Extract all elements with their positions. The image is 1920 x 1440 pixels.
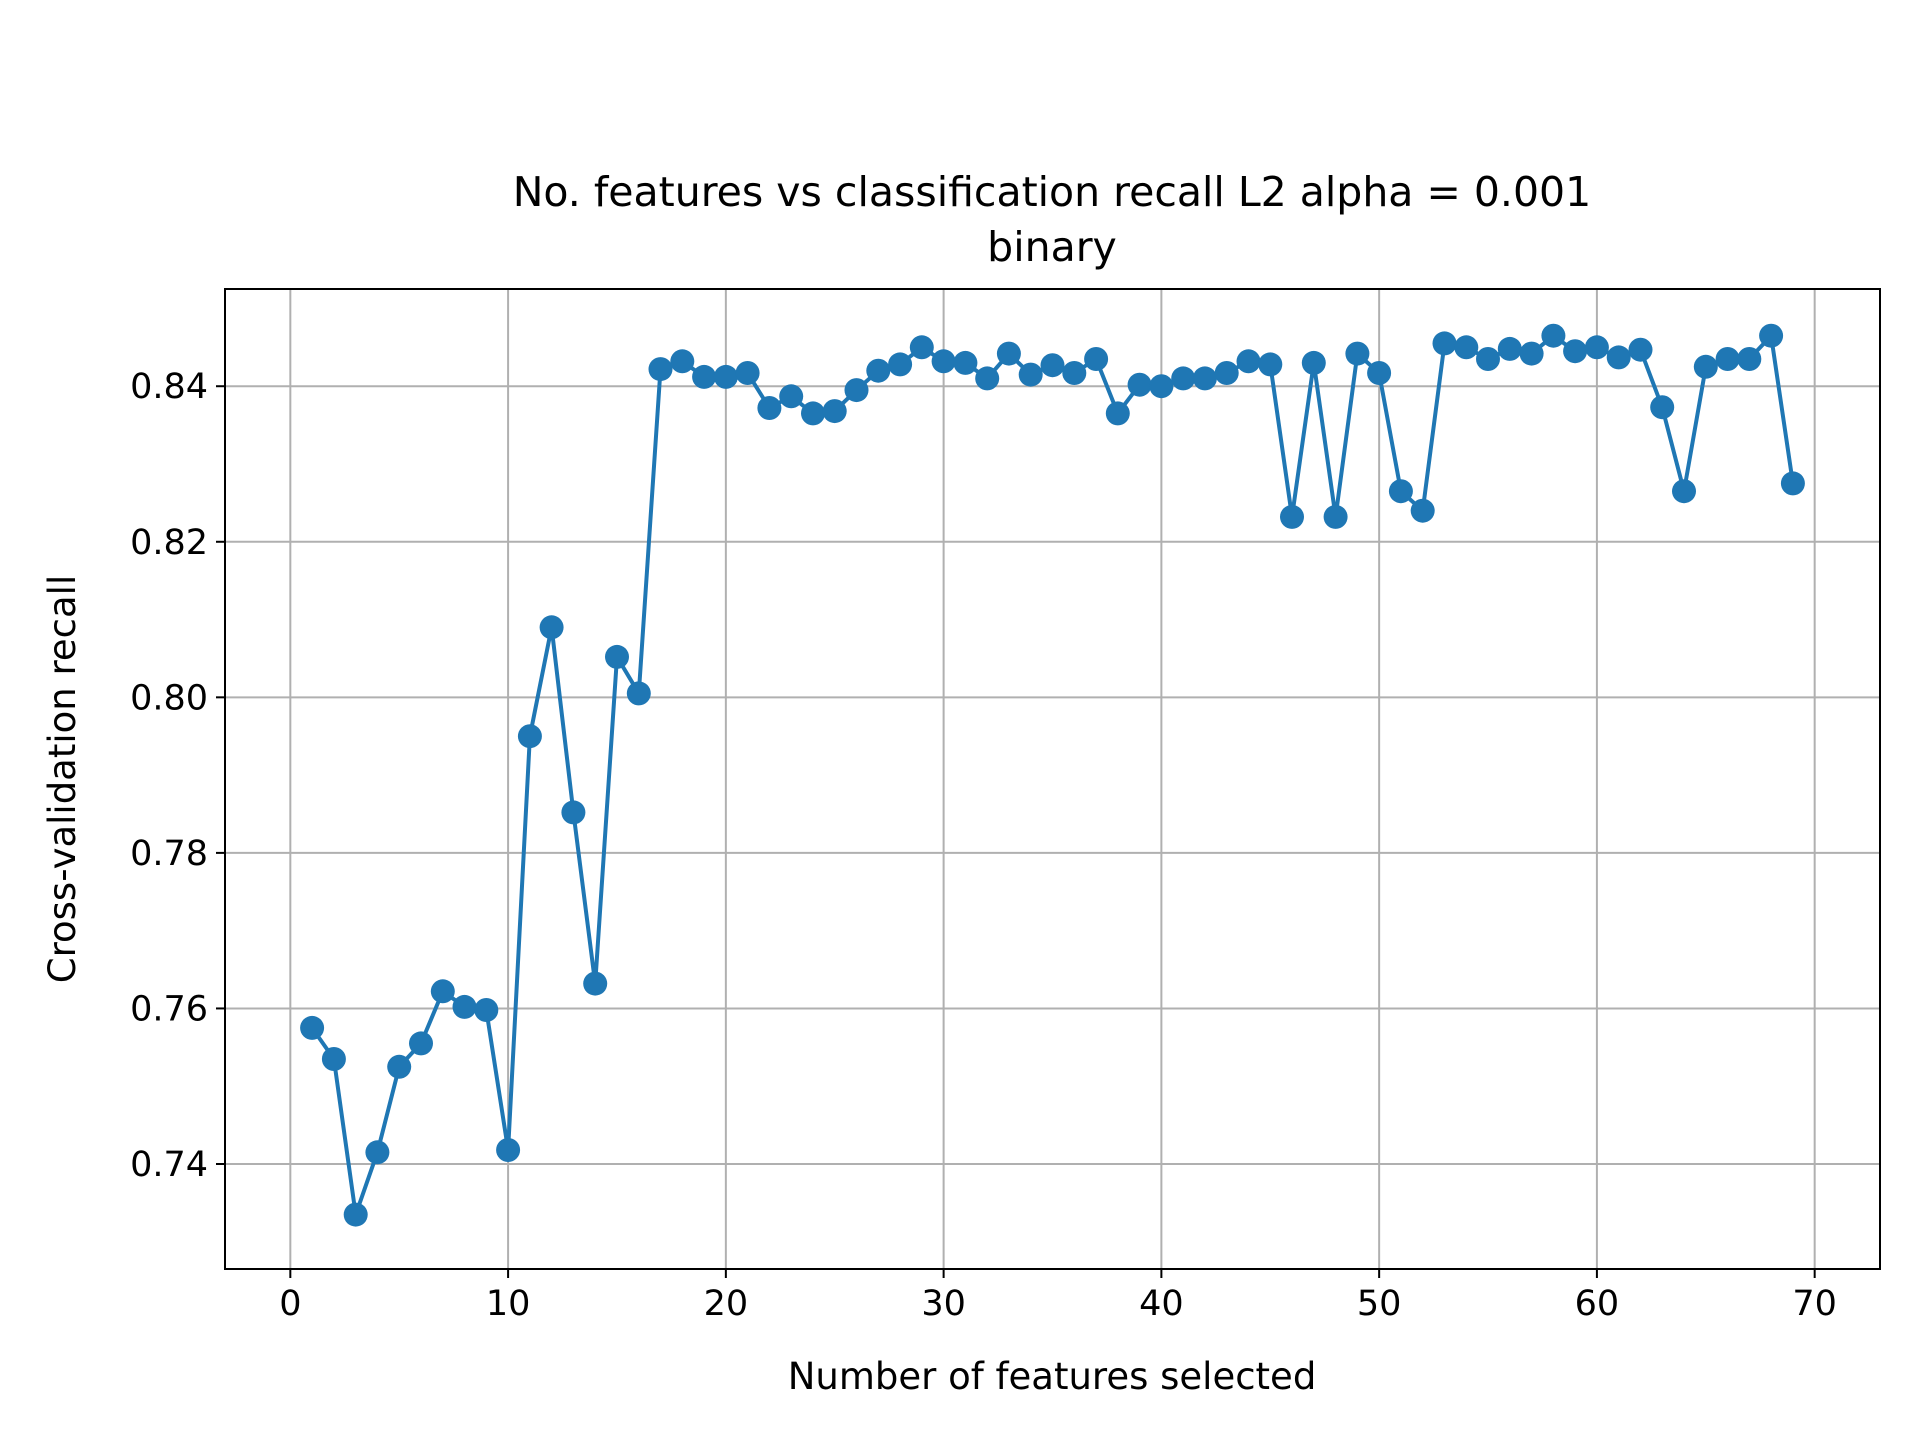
data-point: [1062, 361, 1087, 385]
data-point: [1105, 401, 1130, 426]
plot-frame: [224, 288, 1881, 1270]
x-tick-label: 70: [1792, 1284, 1837, 1324]
data-point: [626, 681, 651, 706]
gridlines: [225, 289, 1880, 1269]
y-tick-label: 0.74: [130, 1145, 208, 1185]
chart-title: No. features vs classification recall L2…: [513, 168, 1591, 216]
data-point: [1345, 341, 1370, 366]
data-point: [539, 615, 564, 640]
data-point: [1454, 335, 1479, 360]
data-point: [975, 366, 1000, 391]
data-point: [1084, 347, 1109, 371]
data-point: [1497, 336, 1522, 361]
data-point: [1476, 347, 1500, 371]
data-point: [1214, 361, 1239, 385]
data-point: [822, 399, 847, 424]
y-tick-label: 0.82: [130, 523, 208, 563]
data-point: [735, 361, 760, 385]
data-point: [1606, 345, 1631, 370]
data-point: [866, 358, 891, 383]
data-point: [1693, 354, 1718, 379]
y-tick-label: 0.80: [130, 678, 208, 718]
y-tick-label: 0.84: [130, 367, 208, 407]
x-tick-label: 0: [279, 1284, 301, 1324]
data-point: [931, 349, 956, 374]
chart-subtitle: binary: [987, 223, 1117, 271]
x-tick-label: 30: [921, 1284, 966, 1324]
data-point: [1192, 366, 1217, 391]
data-point: [1541, 323, 1566, 348]
data-point: [496, 1138, 521, 1162]
x-tick-label: 50: [1357, 1284, 1402, 1324]
data-point: [692, 364, 717, 389]
data-point: [1715, 347, 1740, 371]
data-point: [1584, 335, 1609, 360]
x-axis-ticks: 0 10 20 30 40 50 60 70: [279, 1269, 1837, 1324]
x-tick-label: 60: [1575, 1284, 1620, 1324]
data-point: [1519, 341, 1544, 366]
data-point: [844, 378, 869, 403]
data-point: [996, 341, 1021, 366]
y-axis-label: Cross-validation recall: [41, 575, 84, 983]
y-tick-label: 0.78: [130, 834, 208, 874]
x-axis-label: Number of features selected: [788, 1355, 1317, 1398]
data-point: [1780, 471, 1805, 496]
data-point: [648, 357, 673, 382]
data-point: [713, 364, 738, 389]
data-point: [953, 350, 978, 375]
data-point: [1759, 323, 1784, 348]
data-point: [1432, 331, 1457, 356]
data-point: [779, 384, 804, 409]
data-point: [909, 335, 934, 360]
data-point: [670, 349, 695, 374]
data-point: [343, 1202, 368, 1227]
data-point: [1737, 347, 1762, 371]
data-point: [1171, 366, 1196, 391]
y-axis-ticks: 0.74 0.76 0.78 0.80 0.82 0.84: [130, 367, 225, 1185]
data-point: [452, 994, 477, 1019]
data-point: [1280, 504, 1304, 529]
data-point: [561, 800, 586, 825]
data-point: [1258, 352, 1283, 377]
data-point: [757, 396, 782, 420]
data-point: [517, 724, 542, 749]
data-point: [1628, 337, 1653, 362]
data-point: [1236, 349, 1261, 374]
y-tick-label: 0.76: [130, 989, 208, 1029]
data-point: [583, 971, 608, 996]
data-point: [1127, 372, 1152, 397]
data-point: [801, 401, 825, 426]
data-point: [1301, 350, 1326, 375]
x-tick-label: 40: [1139, 1284, 1184, 1324]
x-tick-label: 10: [486, 1284, 531, 1324]
data-point: [1563, 339, 1588, 364]
x-tick-label: 20: [704, 1284, 749, 1324]
data-point: [321, 1047, 346, 1071]
data-point: [1388, 479, 1413, 504]
data-point: [409, 1031, 433, 1056]
data-point: [1672, 479, 1696, 504]
data-point: [430, 979, 455, 1004]
data-point: [1323, 504, 1348, 529]
data-point: [1650, 395, 1675, 420]
data-point: [1040, 353, 1065, 378]
data-point: [1018, 362, 1043, 387]
data-point: [365, 1140, 390, 1165]
data-point: [1367, 361, 1392, 385]
data-point: [1410, 498, 1435, 523]
data-series: [300, 323, 1805, 1227]
data-point: [1149, 374, 1174, 399]
data-point: [300, 1015, 325, 1040]
data-point: [474, 998, 499, 1022]
data-point: [605, 644, 629, 669]
data-point: [387, 1054, 412, 1079]
data-point: [888, 352, 913, 377]
